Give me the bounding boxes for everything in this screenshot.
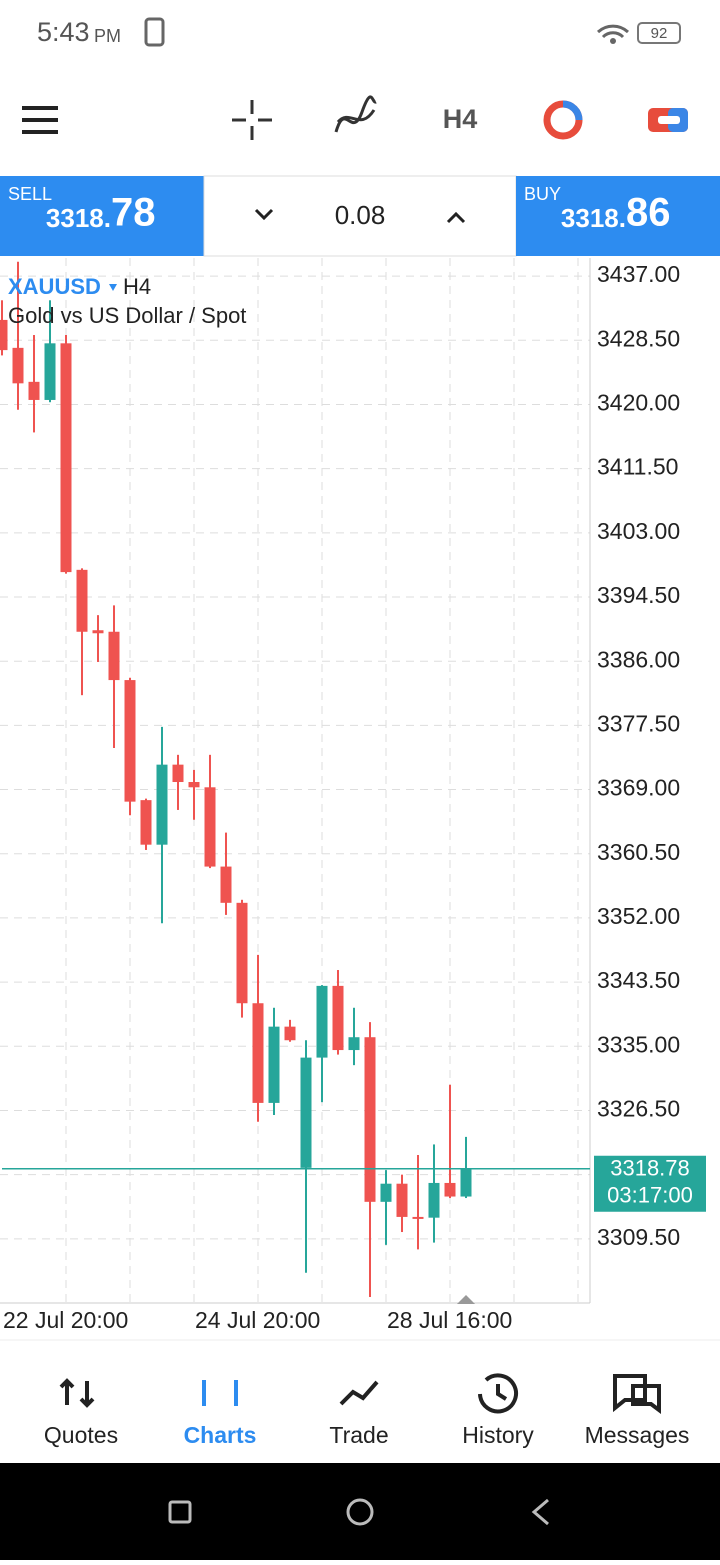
sell-button[interactable] — [0, 176, 204, 256]
sell-price-main: 3318. — [46, 203, 111, 233]
bottom-nav: Quotes Charts Trade History Messages — [44, 1373, 690, 1448]
candle-body — [396, 1183, 408, 1217]
indicators-icon[interactable] — [334, 95, 377, 133]
nav-label[interactable]: History — [462, 1422, 534, 1448]
y-tick-label: 3386.00 — [597, 646, 680, 672]
candle-body — [188, 782, 200, 788]
candle-body — [444, 1182, 456, 1197]
nav-label[interactable]: Charts — [184, 1422, 257, 1448]
candle-body — [12, 347, 24, 384]
home-button[interactable] — [346, 1498, 374, 1526]
candle-body — [268, 1026, 280, 1103]
wifi-icon — [596, 24, 630, 39]
buy-button[interactable] — [516, 176, 720, 256]
candle-body — [236, 902, 248, 1004]
buy-price-main: 3318. — [561, 203, 626, 233]
candle-body — [252, 1003, 264, 1103]
y-tick-label: 3377.50 — [597, 710, 680, 736]
y-tick-label: 3360.50 — [597, 839, 680, 865]
trade-icon-bar — [658, 116, 680, 124]
volume-value[interactable]: 0.08 — [335, 200, 386, 230]
nav-icon — [59, 1378, 95, 1408]
y-tick-label: 3420.00 — [597, 390, 680, 416]
candle-body — [332, 985, 344, 1051]
candle-body — [76, 569, 88, 632]
chart: 3437.00 3428.50 3420.00 3411.50 3403.00 3394.… — [0, 258, 706, 1333]
x-tick-label: 28 Jul 16:00 — [387, 1307, 512, 1333]
status-ampm: PM — [94, 26, 121, 46]
y-tick-label: 3335.00 — [597, 1031, 680, 1057]
objects-icon-part — [562, 100, 583, 121]
candle-body — [156, 764, 168, 845]
candle-body — [172, 764, 184, 783]
candle-body — [0, 319, 8, 351]
sell-price-big: 78 — [111, 191, 156, 235]
timeframe-button[interactable]: H4 — [443, 104, 478, 134]
y-tick-label: 3403.00 — [597, 518, 680, 544]
candle-body — [300, 1057, 312, 1168]
nav-label[interactable]: Quotes — [44, 1422, 118, 1448]
system-nav — [0, 1463, 720, 1560]
y-tick-label: 3352.00 — [597, 903, 680, 929]
last-bar-marker — [457, 1295, 475, 1304]
battery-level: 92 — [651, 25, 668, 42]
candle-body — [380, 1183, 392, 1202]
buy-label: BUY — [524, 184, 561, 204]
symbol-name[interactable]: XAUUSD — [8, 274, 101, 299]
candle-body — [124, 680, 136, 802]
current-price-label: 3318.78 — [610, 1156, 690, 1181]
y-tick-label: 3437.00 — [597, 261, 680, 287]
candle-body — [28, 381, 40, 400]
candle-body — [60, 343, 72, 573]
menu-icon[interactable] — [22, 106, 58, 134]
nav-icon — [613, 1374, 661, 1414]
nav-label[interactable]: Messages — [585, 1422, 690, 1448]
candle-body — [460, 1168, 472, 1197]
nav-label[interactable]: Trade — [329, 1422, 388, 1448]
candle-body — [412, 1216, 424, 1219]
y-tick-label: 3326.50 — [597, 1096, 680, 1122]
nav-icon — [202, 1380, 238, 1406]
nav-icon — [478, 1373, 518, 1414]
symbol-dropdown — [109, 284, 117, 291]
battery-icon — [637, 22, 681, 44]
candle-body — [220, 866, 232, 903]
candle-body — [316, 985, 328, 1058]
symbol-timeframe: H4 — [123, 274, 151, 299]
candle-body — [204, 787, 216, 867]
y-tick-label: 3428.50 — [597, 325, 680, 351]
crosshair-icon[interactable] — [232, 100, 272, 140]
candle-body — [284, 1026, 296, 1041]
volume-down[interactable] — [254, 208, 274, 221]
y-tick-label: 3309.50 — [597, 1224, 680, 1250]
sell-label: SELL — [8, 184, 52, 204]
recents-button[interactable] — [168, 1500, 192, 1524]
phone-icon — [144, 17, 165, 47]
wifi-dot — [610, 38, 616, 44]
buy-price-big: 86 — [626, 191, 671, 235]
y-tick-label: 3411.50 — [597, 454, 678, 480]
nav-icon — [339, 1380, 379, 1406]
countdown-label: 03:17:00 — [607, 1183, 693, 1208]
back-button[interactable] — [531, 1498, 549, 1526]
volume-box — [203, 175, 517, 257]
symbol-description: Gold vs US Dollar / Spot — [8, 303, 246, 328]
volume-up[interactable] — [446, 211, 466, 224]
status-time: 5:43 — [37, 17, 90, 47]
y-tick-label: 3343.50 — [597, 967, 680, 993]
candle-body — [428, 1182, 440, 1218]
candle-body — [108, 631, 120, 681]
candle-body — [44, 343, 56, 400]
y-tick-label: 3369.00 — [597, 775, 680, 801]
candle-body — [140, 800, 152, 845]
candle-body — [364, 1037, 376, 1202]
candle-body — [348, 1037, 360, 1051]
x-tick-label: 24 Jul 20:00 — [195, 1307, 320, 1333]
current-price-box — [594, 1155, 706, 1212]
x-tick-label: 22 Jul 20:00 — [3, 1307, 128, 1333]
y-tick-label: 3394.50 — [597, 582, 680, 608]
candle-body — [92, 630, 104, 634]
